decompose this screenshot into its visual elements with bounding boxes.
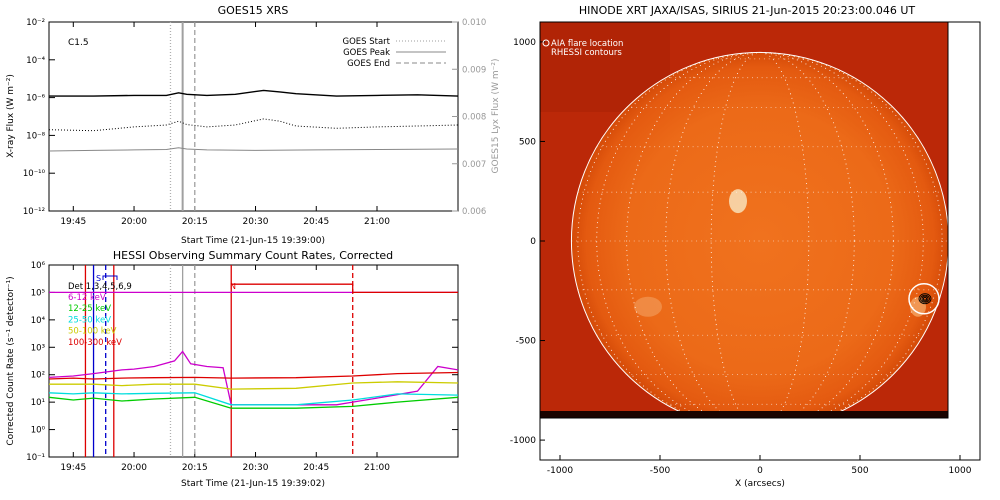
goes-panel: GOES15 XRS C1.5 10⁻¹² 10⁻¹⁰ 10⁻⁸ 10⁻⁶ 10⁻⁴ 10…: [6, 4, 501, 246]
hessi-series-line: [231, 283, 458, 294]
xrt-x-axis-label: X (arcsecs): [735, 479, 785, 489]
hessi-xtick-label: 20:15: [182, 463, 208, 473]
goes-ytick-label: 10⁻²: [26, 18, 45, 28]
hessi-ytick-label: 10¹: [31, 398, 45, 408]
xrt-legend: AIA flare location RHESSI contours: [542, 39, 623, 58]
xrt-xtick-label: 1000: [949, 466, 972, 476]
goes-ytick-label: 10⁻⁶: [26, 94, 45, 104]
hessi-xtick-label: 21:00: [364, 463, 390, 473]
hessi-xtick-label: 20:45: [303, 463, 329, 473]
xrt-xtick-label: 0: [757, 466, 763, 476]
hessi-ytick-label: 10⁰: [31, 426, 46, 436]
goes-xtick-label: 20:30: [243, 217, 269, 227]
goes-xtick-label: 20:15: [182, 217, 208, 227]
goes-legend-label: GOES Start: [342, 37, 390, 47]
goes-xtick-label: 19:45: [60, 217, 86, 227]
aia-legend-label: AIA flare location: [551, 39, 623, 49]
hessi-xtick-label: 20:00: [121, 463, 147, 473]
xrt-ytick-label: 0: [530, 237, 536, 247]
solar-limb: [570, 51, 948, 418]
hessi-legend-label: 50-100 keV: [68, 327, 117, 337]
sun-disk: [571, 52, 948, 418]
goes-series-line: [49, 118, 458, 132]
goes-y2tick-label: 0.007: [462, 160, 486, 170]
hessi-legend-label: 12-25 keV: [68, 304, 111, 314]
goes-series-line: [49, 147, 458, 152]
hessi-ytick-label: 10³: [31, 343, 45, 353]
hessi-plot-frame: [48, 264, 459, 458]
rhessi-legend-label: RHESSI contours: [551, 48, 622, 58]
active-region-east: [634, 296, 662, 317]
goes-x-axis-label: Start Time (21-Jun-15 19:39:00): [181, 236, 325, 246]
hessi-series-line: [49, 371, 458, 380]
hessi-legend-label: 25-50 keV: [68, 315, 111, 325]
goes-xtick-label: 20:00: [121, 217, 147, 227]
xrt-ytick-label: -500: [516, 337, 537, 347]
goes-y2tick-label: 0.009: [462, 65, 486, 75]
rhessi-contour: [918, 293, 932, 305]
rhessi-contour: [921, 295, 929, 302]
hessi-legend-label: 100-300 keV: [68, 338, 122, 348]
xrt-title: HINODE XRT JAXA/ISAS, SIRIUS 21-Jun-2015…: [579, 4, 916, 17]
goes-ytick-label: 10⁻¹²: [23, 207, 45, 217]
hessi-legend-label: 6-12 keV: [68, 293, 106, 303]
goes-legend-label: GOES Peak: [343, 48, 390, 58]
hessi-night-label: N: [230, 282, 236, 291]
goes-ytick-label: 10⁻⁸: [26, 131, 45, 141]
rhessi-contour: [920, 294, 930, 303]
goes-plot-frame: [48, 21, 459, 212]
goes-y2tick-label: 0.010: [462, 18, 486, 28]
hessi-xtick-label: 19:45: [60, 463, 86, 473]
hessi-x-axis-label: Start Time (21-Jun-15 19:39:02): [181, 479, 325, 489]
hessi-ytick-label: 10⁴: [31, 316, 46, 326]
goes-xtick-label: 21:00: [364, 217, 390, 227]
hessi-panel: HESSI Observing Summary Count Rates, Cor…: [6, 249, 459, 489]
hessi-ytick-label: 10²: [31, 371, 45, 381]
hessi-ytick-label: 10⁶: [31, 261, 46, 271]
hessi-series-line: [49, 381, 458, 390]
hessi-series-line: [49, 396, 458, 409]
xrt-xtick-label: -1000: [547, 466, 573, 476]
hessi-y-axis-label: Corrected Count Rate (s⁻¹ detector⁻¹): [6, 276, 16, 445]
goes-xtick-label: 20:45: [303, 217, 329, 227]
xrt-xtick-label: -500: [650, 466, 671, 476]
goes-class-label: C1.5: [68, 38, 89, 48]
longitude-line: [577, 52, 943, 418]
aia-flare-location-marker: [908, 282, 940, 315]
goes-legend-label: GOES End: [347, 59, 390, 69]
xrt-bottom-band: [540, 411, 948, 418]
longitude-line: [596, 52, 924, 418]
hessi-series-line: [49, 392, 458, 406]
hessi-ytick-label: 10⁻¹: [26, 453, 45, 463]
active-region-bright: [729, 189, 747, 214]
hessi-series-line: [49, 350, 458, 406]
goes-series-line: [49, 89, 458, 97]
goes-y2tick-label: 0.008: [462, 113, 486, 123]
goes-ytick-label: 10⁻⁴: [26, 56, 45, 66]
xrt-ytick-label: 500: [519, 137, 536, 147]
hessi-saa-bracket: [102, 275, 118, 280]
goes-ytick-label: 10⁻¹⁰: [23, 169, 46, 179]
goes-y-axis-label: X-ray Flux (W m⁻²): [6, 74, 16, 158]
hessi-saa-label: S: [96, 274, 101, 283]
longitude-line: [710, 52, 810, 418]
xrt-panel: HINODE XRT JAXA/ISAS, SIRIUS 21-Jun-2015…: [510, 4, 981, 489]
goes-y2tick-label: 0.006: [462, 207, 486, 217]
hessi-title: HESSI Observing Summary Count Rates, Cor…: [113, 249, 393, 262]
hessi-xtick-label: 20:30: [243, 463, 269, 473]
xrt-ytick-label: 1000: [513, 38, 536, 48]
longitude-line: [665, 52, 855, 418]
xrt-ytick-label: -1000: [510, 436, 536, 446]
goes-y2-axis-label: GOES15 Lyx Flux (W m⁻²): [491, 59, 501, 174]
rhessi-contour: [922, 296, 928, 301]
hessi-ytick-label: 10⁵: [31, 288, 45, 298]
hessi-detectors-label: Det 1,3,4,5,6,9: [68, 282, 132, 292]
aia-legend-icon: [542, 39, 550, 47]
goes-title: GOES15 XRS: [218, 4, 289, 17]
xrt-xtick-label: 500: [851, 466, 868, 476]
